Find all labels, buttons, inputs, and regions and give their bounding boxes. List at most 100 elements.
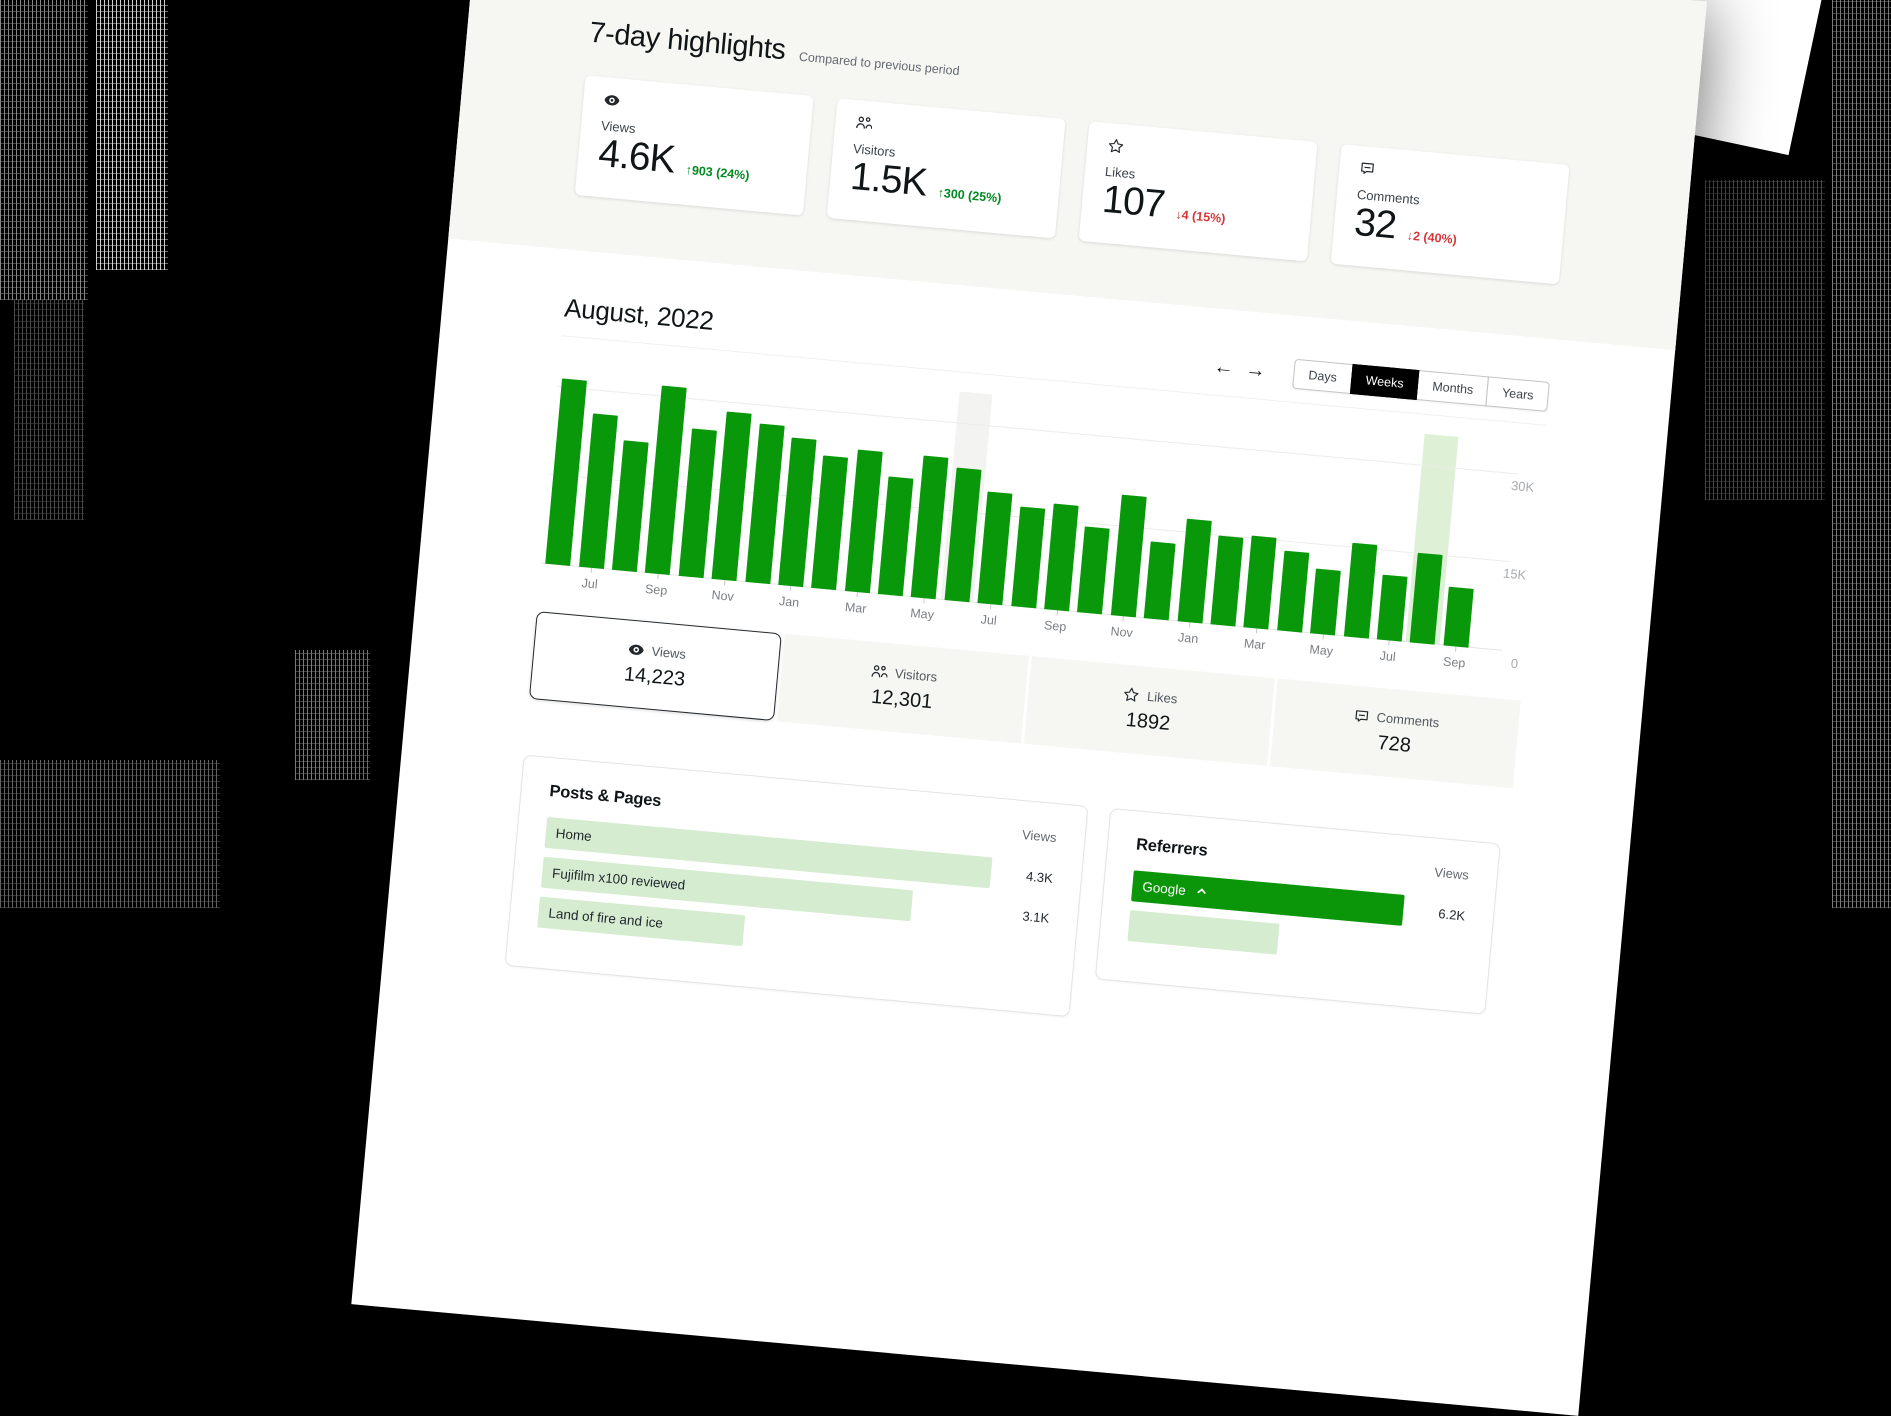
summary-tab-header: Visitors (870, 663, 938, 685)
x-axis-slot (672, 575, 708, 608)
eye-icon (627, 641, 645, 658)
summary-tab-comments[interactable]: Comments 728 (1269, 678, 1521, 789)
summary-tab-label: Comments (1375, 709, 1440, 731)
x-axis-slot: Mar (1237, 627, 1273, 660)
x-axis-slot (871, 594, 907, 627)
axis-tick (1255, 628, 1258, 634)
chart-bar[interactable] (1077, 526, 1111, 615)
row-label: Fujifilm x100 reviewed (551, 865, 686, 893)
posts-views-column-header: Views (1021, 827, 1058, 846)
x-axis-label: May (909, 606, 935, 623)
x-axis-slot: Jul (1370, 639, 1406, 672)
chart-bar[interactable] (1010, 505, 1045, 609)
x-axis-slot: Jul (572, 566, 608, 599)
x-axis-label: Nov (1110, 624, 1134, 641)
chevron-up-icon[interactable] (1194, 883, 1208, 900)
summary-tab-value: 1892 (1124, 708, 1172, 735)
x-axis-label: May (1308, 642, 1334, 659)
chart-bar[interactable] (1310, 568, 1342, 636)
next-period-button[interactable]: → (1239, 357, 1273, 384)
summary-tab-header: Likes (1122, 686, 1178, 707)
chart-bar[interactable] (1210, 535, 1244, 627)
x-axis-slot (605, 569, 641, 602)
axis-tick (723, 579, 726, 586)
referrers-card: Referrers Views Google 6.2K (1094, 807, 1501, 1015)
comment-icon (1353, 707, 1370, 724)
highlight-card-value: 4.6K (596, 131, 677, 182)
x-axis-label: Sep (1442, 654, 1466, 671)
referrer-row[interactable]: Google 6.2K (1131, 870, 1466, 931)
x-axis-label: Jul (1379, 648, 1397, 665)
chart-bar[interactable] (1243, 536, 1277, 630)
range-tab-months[interactable]: Months (1416, 370, 1490, 407)
range-tab-group: Days Weeks Months Years (1292, 358, 1550, 412)
chart-bar[interactable] (1443, 586, 1474, 648)
x-axis-slot (738, 581, 774, 614)
highlight-card-delta: ↓4 (15%) (1174, 207, 1227, 226)
axis-tick (790, 586, 792, 592)
x-axis-label: Jan (1177, 630, 1199, 647)
highlight-card-value: 1.5K (848, 154, 929, 205)
chart-bar[interactable] (1376, 574, 1408, 642)
highlight-card-value: 32 (1352, 200, 1398, 248)
x-axis-label: Jul (581, 576, 599, 592)
chart-bar[interactable] (1343, 542, 1377, 639)
y-axis-label: 30K (1510, 477, 1535, 495)
x-axis-label: Jul (980, 612, 998, 628)
summary-tab-value: 14,223 (623, 662, 687, 691)
glitch-noise-left-column (96, 0, 168, 270)
x-axis-slot (1337, 636, 1373, 669)
highlights-section: 7-day highlights Compared to previous pe… (448, 0, 1707, 351)
summary-tab-visitors[interactable]: Visitors 12,301 (777, 633, 1029, 744)
axis-tick (1322, 634, 1324, 640)
row-bar (1127, 910, 1280, 955)
chart-bar[interactable] (1143, 541, 1176, 621)
x-axis-slot (1137, 618, 1173, 651)
range-tab-years[interactable]: Years (1485, 376, 1550, 412)
row-bar: Land of fire and ice (537, 896, 745, 947)
summary-tab-label: Views (650, 643, 687, 662)
x-axis-slot (1071, 612, 1107, 645)
summary-tab-label: Visitors (894, 665, 938, 685)
summary-tab-value: 728 (1376, 731, 1412, 757)
chart-bar[interactable] (1276, 550, 1310, 633)
y-axis-label: 15K (1502, 565, 1527, 583)
stats-page: 7-day highlights Compared to previous pe… (351, 0, 1707, 1416)
x-axis-label: Sep (1043, 618, 1067, 635)
glitch-noise-right-mid (1705, 180, 1825, 500)
x-axis-slot: May (904, 597, 940, 630)
highlight-card-delta: ↓2 (40%) (1406, 228, 1458, 247)
x-axis-slot (1004, 606, 1040, 639)
range-tab-weeks[interactable]: Weeks (1349, 363, 1420, 401)
x-axis-slot (805, 588, 841, 621)
x-axis-slot: May (1303, 633, 1339, 666)
y-axis-label: 0 (1510, 655, 1519, 672)
axis-tick (1122, 616, 1125, 622)
highlights-title: 7-day highlights (588, 16, 787, 67)
eye-icon (603, 91, 793, 126)
summary-tab-value: 12,301 (870, 685, 934, 713)
row-bar: Google (1131, 870, 1405, 926)
x-axis-slot (1403, 642, 1439, 675)
row-views-value: 3.1K (1021, 908, 1050, 926)
x-axis-label: Nov (710, 587, 735, 604)
period-title: August, 2022 (563, 291, 715, 336)
referrers-list: Google 6.2K (1127, 870, 1466, 971)
summary-tab-likes[interactable]: Likes 1892 (1023, 656, 1275, 766)
x-axis-slot: Jan (771, 585, 807, 618)
axis-tick (923, 598, 925, 604)
axis-tick (989, 604, 992, 610)
range-tab-days[interactable]: Days (1292, 358, 1354, 394)
axis-tick (1455, 646, 1457, 652)
axis-tick (1189, 622, 1191, 628)
x-axis-label: Mar (1243, 636, 1267, 653)
highlight-card-comments: Comments 32 ↓2 (40%) (1330, 144, 1570, 285)
row-label: Home (555, 825, 593, 844)
chart-bar[interactable] (1177, 518, 1212, 624)
x-axis-slot: Sep (1037, 609, 1073, 642)
summary-tab-group: Views 14,223 Visitors 12,301 Likes 1892 Commen… (528, 611, 1521, 789)
glitch-noise-bottom-left (0, 760, 220, 908)
previous-period-button[interactable]: ← (1207, 354, 1241, 381)
summary-tab-views[interactable]: Views 14,223 (528, 611, 783, 722)
axis-tick (590, 567, 593, 573)
